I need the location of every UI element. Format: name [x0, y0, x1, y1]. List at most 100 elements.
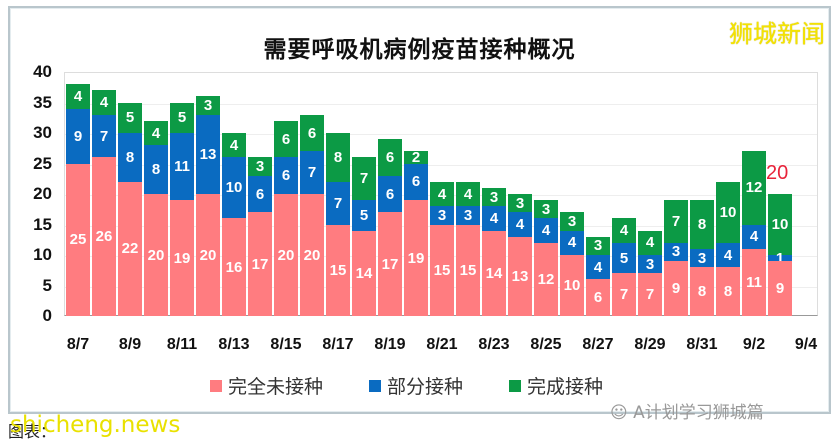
- bar-segment-un: 17: [378, 212, 402, 316]
- bar-segment-pa: 4: [742, 224, 766, 249]
- bar-segment-pa: 10: [222, 157, 246, 219]
- legend-swatch: [210, 379, 222, 392]
- bar-segment-fu: 4: [430, 181, 454, 207]
- bar-8-17: 15 7 8: [326, 133, 350, 316]
- bar-9-3: 9 1 10: [768, 194, 792, 316]
- legend: 完全未接种 部分接种 完成接种: [210, 372, 603, 399]
- x-tick-label: 8/31: [686, 336, 718, 353]
- bar-8-21: 15 3 4: [430, 181, 454, 316]
- x-tick-label: 9/2: [742, 336, 766, 353]
- bar-8-12: 20 13 3: [196, 96, 220, 316]
- bar-8-8: 26 7 4: [92, 90, 116, 316]
- bar-segment-fu: 3: [534, 200, 558, 219]
- bar-segment-un: 9: [768, 261, 792, 316]
- y-tick-label: 15: [33, 214, 52, 234]
- bar-segment-fu: 8: [690, 200, 714, 249]
- bar-8-11: 19 11 5: [170, 102, 194, 316]
- bar-segment-fu: 4: [638, 230, 662, 256]
- bar-8-26: 10 4 3: [560, 212, 584, 316]
- bar-segment-fu: 12: [742, 151, 766, 225]
- bar-segment-un: 14: [352, 230, 376, 316]
- bar-segment-pa: 3: [456, 206, 480, 225]
- bar-segment-pa: 3: [638, 255, 662, 274]
- bar-segment-un: 16: [222, 218, 246, 316]
- bar-segment-fu: 7: [352, 157, 376, 201]
- bar-8-15: 20 6 6: [274, 120, 298, 316]
- legend-label: 完成接种: [527, 376, 604, 398]
- bar-segment-fu: 10: [768, 194, 792, 256]
- bar-segment-pa: 5: [352, 200, 376, 231]
- bar-segment-pa: 4: [482, 206, 506, 231]
- x-tick-label: 8/25: [530, 336, 562, 353]
- bar-segment-un: 17: [248, 212, 272, 316]
- bar-8-16: 20 7 6: [300, 114, 324, 316]
- brand-logo: 狮城新闻: [729, 20, 825, 48]
- bar-segment-un: 19: [170, 200, 194, 316]
- y-tick-label: 10: [33, 245, 52, 264]
- bar-8-23: 14 4 3: [482, 187, 506, 316]
- x-tick-label: 8/9: [118, 336, 142, 353]
- bar-segment-fu: 3: [248, 157, 272, 176]
- y-axis: 0 5 10 15 20 25 30 35 40: [18, 62, 52, 325]
- bar-8-14: 17 6 3: [248, 157, 272, 316]
- total-annotation: 20: [766, 162, 789, 184]
- legend-item-pa: 部分接种: [369, 372, 463, 399]
- bar-segment-pa: 6: [274, 157, 298, 194]
- x-tick-label: 9/4: [794, 336, 818, 353]
- bar-segment-fu: 6: [300, 114, 324, 152]
- bar-segment-fu: 8: [326, 133, 350, 182]
- bar-8-9: 22 8 5: [118, 102, 142, 316]
- watermark: shicheng.news: [10, 412, 181, 438]
- bar-segment-un: 20: [144, 194, 168, 316]
- bar-8-13: 16 10 4: [222, 133, 246, 316]
- bar-segment-un: 19: [404, 200, 428, 316]
- bar-segment-pa: 6: [378, 175, 402, 213]
- x-tick-label: 8/19: [374, 336, 406, 353]
- bar-segment-un: 15: [326, 224, 350, 316]
- bar-segment-pa: 4: [508, 212, 532, 237]
- x-tick-label: 8/17: [322, 336, 354, 353]
- bar-8-7: 25 9 4: [66, 84, 90, 316]
- x-tick-label: 8/15: [270, 336, 302, 353]
- wechat-icon: ☺: [610, 403, 634, 423]
- bar-8-20: 19 6 2: [404, 149, 428, 316]
- bar-segment-pa: 7: [326, 181, 350, 225]
- x-tick-label: 8/13: [218, 336, 250, 353]
- bar-8-19: 17 6 6: [378, 139, 402, 316]
- bar-segment-un: 14: [482, 230, 506, 316]
- bar-8-24: 13 4 3: [508, 194, 532, 316]
- bar-segment-un: 8: [716, 267, 740, 316]
- chart-title: 需要呼吸机病例疫苗接种概况: [263, 37, 576, 63]
- bar-segment-fu: 3: [586, 236, 610, 256]
- legend-swatch: [509, 379, 522, 392]
- x-axis: 8/7 8/9 8/11 8/13 8/15 8/17 8/19 8/21 8/23 8/25 8/…: [64, 336, 839, 358]
- bar-segment-fu: 5: [170, 102, 194, 134]
- legend-swatch: [369, 379, 382, 392]
- x-tick-label: 8/11: [166, 336, 198, 353]
- bar-segment-fu: 5: [118, 102, 142, 134]
- bar-segment-fu: 3: [196, 96, 220, 115]
- wechat-label: A计划学习狮城篇: [633, 403, 764, 423]
- gridline: [65, 164, 817, 166]
- bar-segment-fu: 3: [482, 187, 506, 207]
- bar-segment-pa: 5: [612, 242, 636, 274]
- bar-segment-pa: 4: [560, 230, 584, 255]
- bar-8-25: 12 4 3: [534, 200, 558, 316]
- bar-segment-fu: 3: [560, 212, 584, 231]
- y-tick-label: 25: [33, 153, 52, 173]
- y-tick-label: 20: [33, 184, 52, 203]
- bar-segment-fu: 3: [508, 194, 532, 213]
- x-tick-label: 8/21: [426, 336, 458, 353]
- x-tick-label: 8/23: [478, 336, 510, 353]
- bar-8-22: 15 3 4: [456, 181, 480, 316]
- gridline: [65, 103, 817, 105]
- bar-segment-un: 11: [742, 248, 766, 316]
- bar-segment-pa: 7: [300, 151, 324, 194]
- bar-segment-un: 10: [560, 255, 584, 316]
- bar-segment-fu: 4: [66, 84, 90, 109]
